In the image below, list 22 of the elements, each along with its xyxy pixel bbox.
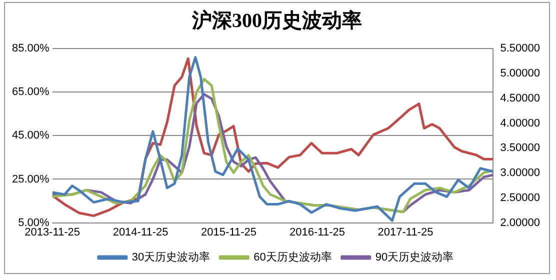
y2-tick-label: 2.50000 bbox=[500, 192, 540, 204]
y-tick-label: 5.00% bbox=[18, 216, 50, 229]
x-tick-label: 2015-11-25 bbox=[201, 226, 257, 238]
y2-tick-label: 5.00000 bbox=[500, 68, 540, 80]
x-tick-label: 2017-11-25 bbox=[378, 226, 434, 238]
legend-label: 30天历史波动率 bbox=[132, 250, 210, 264]
y2-tick-label: 2.00000 bbox=[500, 216, 540, 229]
x-tick-label: 2013-11-25 bbox=[24, 226, 80, 238]
y2-tick-label: 4.50000 bbox=[500, 92, 540, 104]
y-tick-label: 45.00% bbox=[12, 130, 50, 142]
y-tick-label: 85.00% bbox=[12, 42, 50, 55]
x-tick-label: 2014-11-25 bbox=[112, 226, 168, 238]
y2-tick-label: 3.00000 bbox=[500, 167, 540, 180]
y-tick-label: 25.00% bbox=[12, 173, 50, 186]
legend-label: 60天历史波动率 bbox=[254, 250, 332, 264]
y2-tick-label: 3.50000 bbox=[500, 142, 540, 154]
y2-tick-label: 4.00000 bbox=[500, 117, 540, 130]
chart-title: 沪深300历史波动率 bbox=[190, 8, 363, 34]
legend-label: 90天历史波动率 bbox=[375, 250, 454, 264]
y-tick-label: 65.00% bbox=[12, 86, 50, 98]
y2-tick-label: 5.50000 bbox=[500, 42, 540, 55]
x-tick-label: 2016-11-25 bbox=[290, 226, 345, 238]
